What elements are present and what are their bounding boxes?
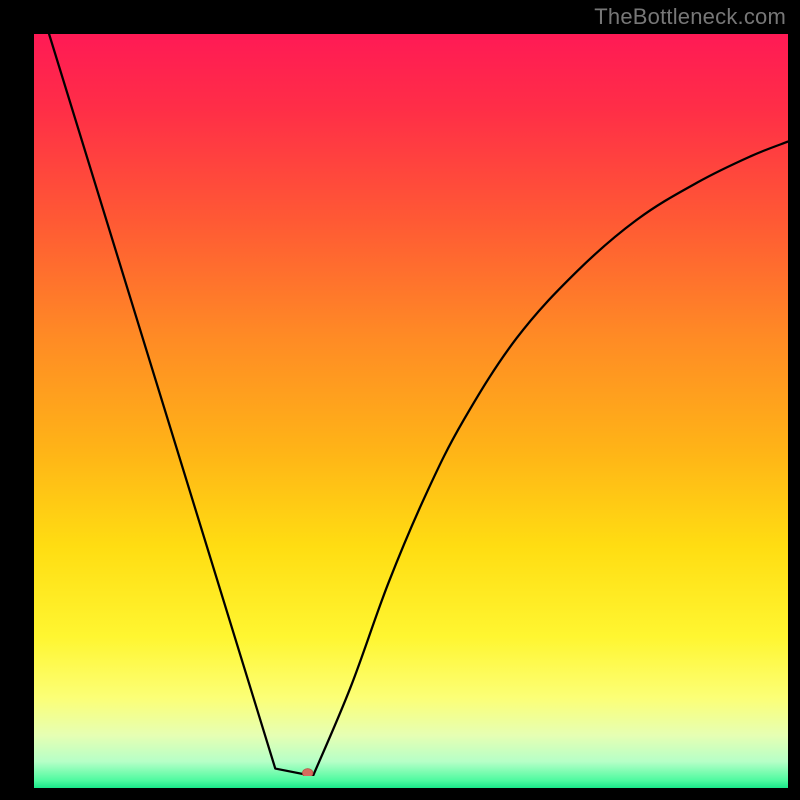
- watermark-text: TheBottleneck.com: [594, 4, 786, 30]
- bottleneck-curve: [34, 34, 788, 776]
- optimal-point-marker: [302, 769, 313, 776]
- chart-frame: TheBottleneck.com: [0, 0, 800, 800]
- plot-area: [34, 34, 788, 776]
